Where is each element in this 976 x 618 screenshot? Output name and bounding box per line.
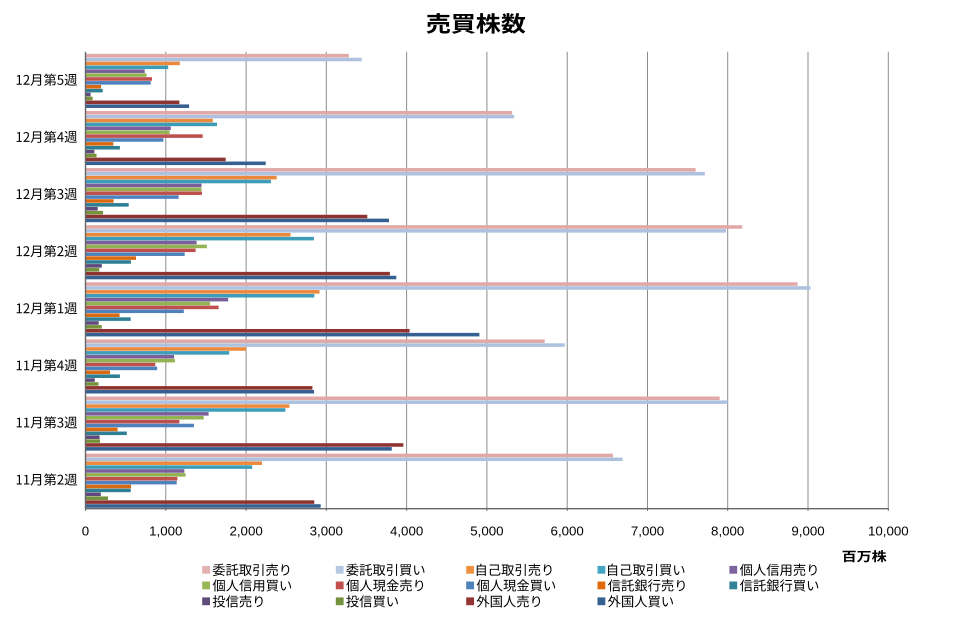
svg-text:6,000: 6,000 <box>551 523 584 538</box>
svg-text:1,000: 1,000 <box>149 523 182 538</box>
svg-text:2,000: 2,000 <box>229 523 262 538</box>
svg-text:3,000: 3,000 <box>310 523 343 538</box>
svg-text:9,000: 9,000 <box>791 523 824 538</box>
svg-text:10,000: 10,000 <box>868 523 909 538</box>
svg-text:4,000: 4,000 <box>390 523 423 538</box>
svg-text:0: 0 <box>82 523 89 538</box>
svg-text:7,000: 7,000 <box>631 523 664 538</box>
svg-text:8,000: 8,000 <box>711 523 744 538</box>
svg-text:5,000: 5,000 <box>470 523 503 538</box>
